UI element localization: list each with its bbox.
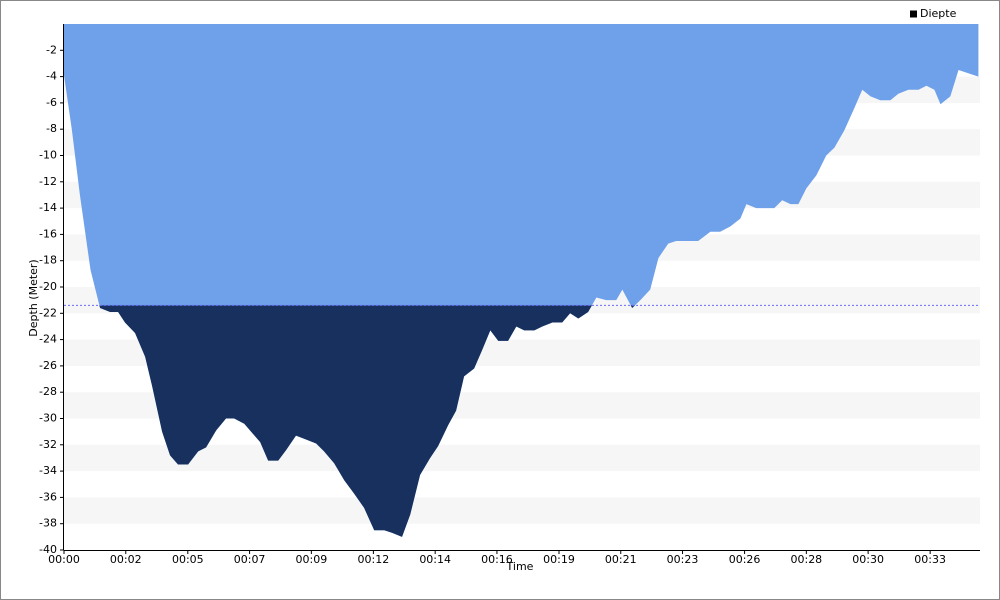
x-tick-label: 00:12 (358, 553, 390, 566)
x-tick-label: 00:33 (914, 553, 946, 566)
grid-band (64, 497, 980, 524)
y-tick-label: -18 (39, 254, 57, 267)
y-tick-label: -38 (39, 517, 57, 530)
y-tick-label: -24 (39, 333, 57, 346)
y-tick-label: -8 (46, 122, 57, 135)
x-tick-label: 00:14 (419, 553, 451, 566)
legend-label: Diepte (920, 7, 957, 20)
x-tick-label: 00:00 (48, 553, 80, 566)
plot (64, 24, 980, 537)
x-tick-label: 00:23 (667, 553, 699, 566)
x-tick-label: 00:07 (234, 553, 266, 566)
x-tick-label: 00:09 (296, 553, 328, 566)
y-tick-label: -34 (39, 464, 57, 477)
x-axis-label: Time (506, 560, 534, 573)
x-tick-label: 00:02 (110, 553, 142, 566)
y-tick-label: -22 (39, 306, 57, 319)
y-tick-label: -14 (39, 201, 57, 214)
y-tick-label: -4 (46, 70, 57, 83)
y-tick-label: -10 (39, 149, 57, 162)
grid-band (64, 444, 980, 472)
x-tick-label: 00:21 (605, 553, 637, 566)
y-tick-label: -6 (46, 96, 57, 109)
legend-swatch (910, 10, 917, 18)
x-tick-label: 00:28 (790, 553, 822, 566)
y-tick-label: -30 (39, 412, 57, 425)
y-tick-label: -40 (39, 543, 57, 556)
x-tick-label: 00:19 (543, 553, 575, 566)
y-tick-label: -20 (39, 280, 57, 293)
y-tick-label: -26 (39, 359, 57, 372)
y-tick-label: -16 (39, 227, 57, 240)
x-tick-label: 00:05 (172, 553, 204, 566)
y-tick-label: -2 (46, 43, 57, 56)
x-tick-label: 00:26 (729, 553, 761, 566)
x-tick-label: 00:16 (481, 553, 513, 566)
y-tick-label: -12 (39, 175, 57, 188)
area-below-threshold (99, 305, 635, 537)
y-axis-label: Depth (Meter) (27, 259, 40, 336)
y-tick-label: -36 (39, 490, 57, 503)
y-tick-label: -28 (39, 385, 57, 398)
x-tick-label: 00:30 (852, 553, 884, 566)
y-tick-label: -32 (39, 438, 57, 451)
